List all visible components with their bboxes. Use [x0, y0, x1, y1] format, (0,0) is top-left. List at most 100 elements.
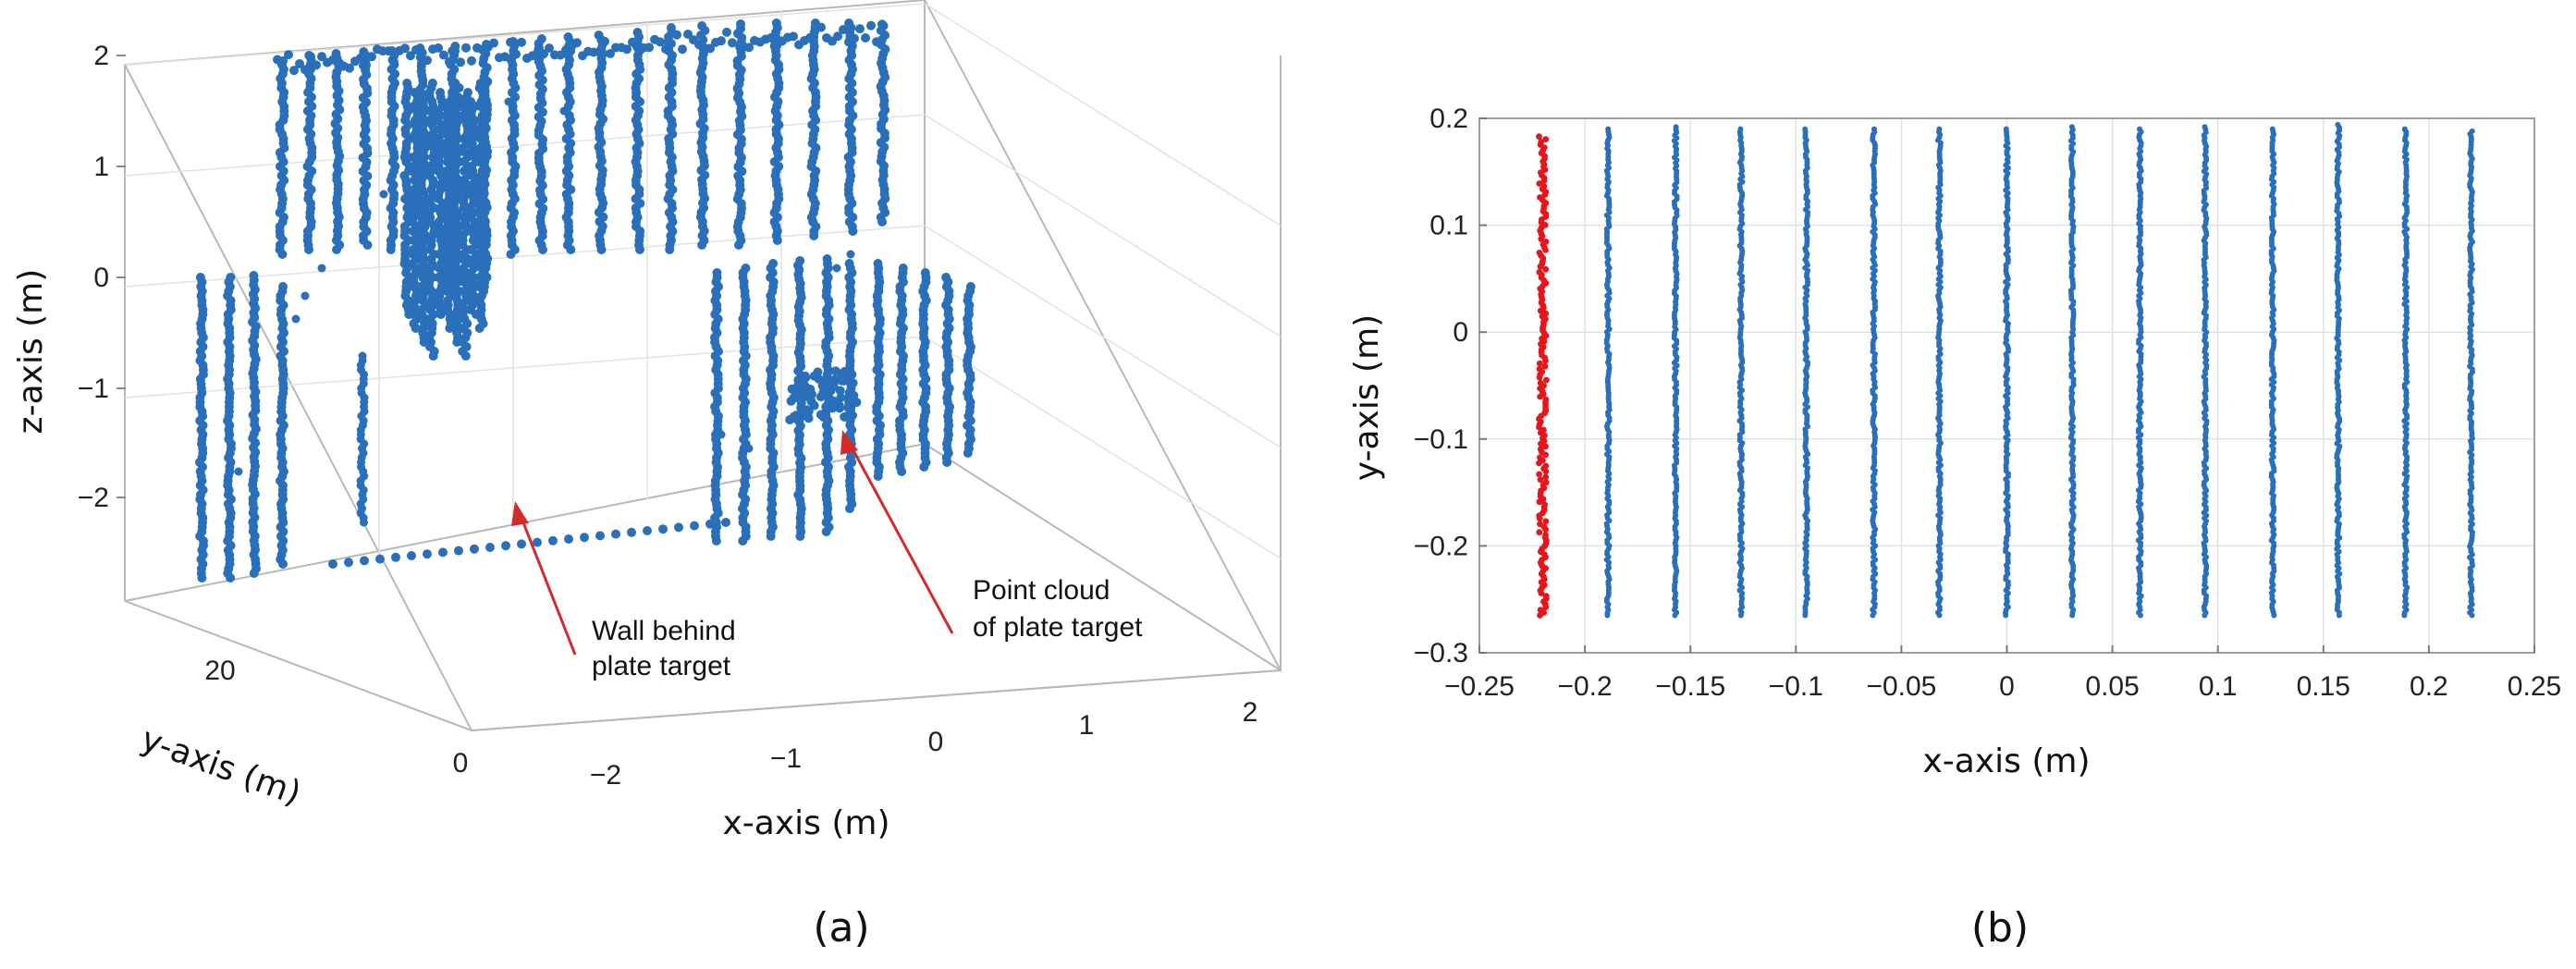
b-x-tick-label: −0.2 — [1557, 671, 1612, 702]
a-z-grid-line-side — [924, 225, 1282, 448]
a-scan-stripe — [663, 23, 678, 254]
a-x-tick-label: 1 — [1079, 710, 1095, 741]
a-point — [517, 37, 526, 47]
b-point — [1537, 476, 1544, 484]
a-scan-stripe — [275, 60, 289, 259]
a-point — [470, 544, 479, 554]
a-point — [622, 44, 632, 55]
box-edge-front-left — [124, 600, 472, 731]
a-scan-stripe — [561, 32, 576, 254]
a-point — [866, 20, 876, 31]
a-scan-stripe — [386, 46, 400, 254]
a-point — [791, 411, 802, 421]
a-scan-stripe — [710, 268, 723, 546]
a-point — [826, 386, 836, 396]
a-point — [824, 402, 834, 412]
a-point — [877, 19, 887, 30]
a-point — [461, 43, 471, 53]
scan-line-2 — [1603, 126, 1613, 619]
a-stray-point — [744, 444, 754, 453]
a-point — [434, 43, 443, 53]
a-point — [611, 529, 620, 539]
a-scan-stripe — [766, 259, 779, 541]
a-point — [277, 250, 288, 259]
box-edge-front-bottom — [471, 669, 1282, 731]
b-point — [1542, 357, 1549, 364]
a-point — [538, 245, 547, 254]
a-scan-stripe — [821, 254, 834, 536]
a-x-tick-label: 0 — [928, 727, 944, 757]
a-point — [278, 55, 288, 66]
a-point — [791, 386, 802, 396]
arrow-wall-head — [511, 501, 529, 526]
a-point — [818, 387, 828, 398]
a-point — [848, 227, 858, 236]
b-point — [1802, 612, 1809, 619]
a-scan-stripe — [330, 49, 345, 254]
a-scan-stripe — [806, 18, 821, 240]
a-point — [802, 391, 811, 401]
a-point — [833, 31, 842, 42]
annotation-wall-line2: plate target — [592, 651, 731, 681]
a-scan-stripe — [876, 21, 890, 227]
a-point — [411, 44, 421, 55]
a-point — [733, 29, 742, 39]
a-point — [840, 411, 850, 422]
a-stray-point — [846, 250, 855, 259]
annotation-wall-line1: Wall behind — [592, 616, 736, 646]
a-point — [328, 559, 337, 569]
a-point — [919, 462, 929, 472]
a-scan-stripe — [918, 268, 931, 472]
a-point — [766, 532, 776, 541]
scan-line-7 — [1935, 126, 1944, 619]
a-point — [656, 37, 665, 47]
a-stray-point — [504, 97, 513, 106]
a-point — [539, 49, 548, 59]
a-stray-point — [317, 264, 326, 273]
b-point — [1536, 515, 1543, 522]
a-point — [855, 24, 865, 34]
a-point — [852, 398, 862, 408]
a-point — [711, 536, 721, 546]
a-point — [816, 410, 826, 420]
a-point — [721, 518, 730, 527]
a-stray-point — [832, 264, 841, 273]
a-scan-stripe — [302, 51, 317, 254]
a-point — [312, 60, 321, 70]
a-point — [627, 527, 636, 537]
scan-line-9 — [2067, 124, 2077, 619]
a-scan-stripe — [895, 264, 908, 476]
a-point — [873, 472, 883, 481]
a-z-tick-label: −2 — [78, 483, 109, 513]
a-point — [386, 245, 396, 254]
a-z-grid-line — [124, 225, 926, 288]
b-point — [1737, 612, 1744, 619]
a-point — [249, 569, 259, 578]
a-scan-stripe — [844, 259, 857, 513]
a-scan-stripe — [872, 259, 885, 481]
b-point — [1537, 612, 1543, 619]
a-point — [717, 36, 726, 46]
a-point — [439, 50, 448, 60]
box-edge-floor-right — [924, 443, 1282, 671]
a-point — [595, 531, 605, 541]
a-scan-stripe — [195, 273, 208, 583]
a-point — [690, 521, 699, 531]
panel-a-gridlines — [124, 3, 1282, 559]
a-scan-stripe — [358, 47, 373, 250]
a-point — [306, 52, 315, 62]
a-point — [839, 25, 848, 35]
a-point — [789, 31, 798, 42]
b-point — [1542, 518, 1550, 525]
a-point — [799, 406, 809, 416]
a-point — [897, 467, 907, 476]
a-stray-point — [301, 291, 310, 301]
a-point — [772, 236, 782, 245]
a-z-tick-label: 0 — [93, 263, 109, 293]
a-z-tick-label: −1 — [78, 374, 109, 404]
b-point — [2202, 612, 2208, 619]
a-point — [467, 55, 476, 66]
a-point — [942, 458, 952, 467]
panel-b-ticks: −0.25 −0.2 −0.15 −0.1 −0.05 0 0.05 0.1 0.15 0.2 0.… — [1414, 104, 2561, 702]
